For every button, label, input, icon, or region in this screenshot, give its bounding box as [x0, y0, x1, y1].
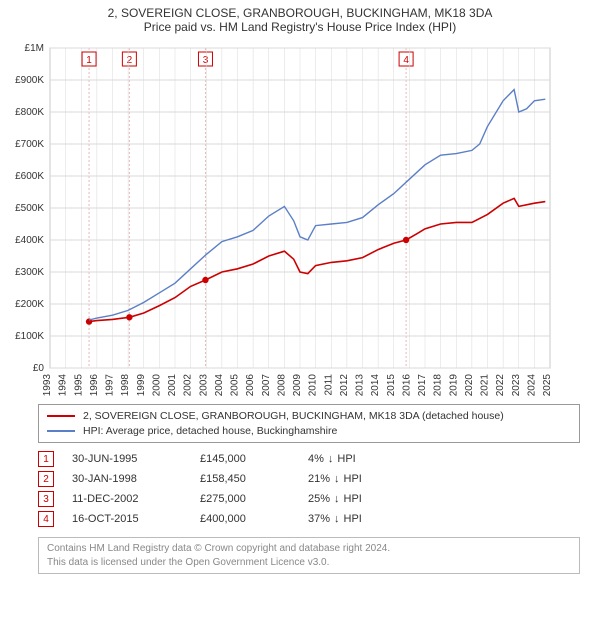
svg-text:1998: 1998 — [120, 374, 131, 397]
price-chart: 1 2 3 4 £0 £100K £200K £300K £400K £500K £600K £700… — [0, 38, 560, 398]
svg-text:2006: 2006 — [245, 374, 256, 397]
event-diff: 4% ↓HPI — [308, 453, 408, 465]
svg-text:2017: 2017 — [417, 374, 428, 397]
svg-text:£100K: £100K — [15, 331, 44, 342]
svg-text:£500K: £500K — [15, 203, 44, 214]
event-price: £145,000 — [200, 453, 290, 465]
svg-text:2014: 2014 — [370, 374, 381, 397]
event-marker-number: 3 — [38, 491, 54, 507]
event-diff: 25% ↓ HPI — [308, 493, 408, 505]
svg-text:1999: 1999 — [136, 374, 147, 397]
arrow-down-icon: ↓ — [334, 473, 340, 485]
svg-text:2001: 2001 — [167, 374, 178, 397]
event-diff-pct: 25% — [308, 493, 330, 505]
event-diff-suffix: HPI — [344, 513, 362, 525]
legend-swatch — [47, 415, 75, 417]
svg-text:£300K: £300K — [15, 267, 44, 278]
svg-text:£400K: £400K — [15, 235, 44, 246]
svg-text:3: 3 — [203, 55, 209, 66]
svg-text:4: 4 — [403, 55, 409, 66]
event-diff-pct: 21% — [308, 473, 330, 485]
svg-text:2009: 2009 — [292, 374, 303, 397]
event-row: 3 11-DEC-2002 £275,000 25% ↓ HPI — [38, 489, 580, 509]
svg-text:£600K: £600K — [15, 171, 44, 182]
event-row: 2 30-JAN-1998 £158,450 21% ↓ HPI — [38, 469, 580, 489]
legend: 2, SOVEREIGN CLOSE, GRANBOROUGH, BUCKING… — [38, 404, 580, 443]
attribution-footer: Contains HM Land Registry data © Crown c… — [38, 537, 580, 574]
event-diff-suffix: HPI — [344, 473, 362, 485]
event-row: 1 30-JUN-1995 £145,000 4% ↓HPI — [38, 449, 580, 469]
arrow-down-icon: ↓ — [334, 513, 340, 525]
svg-text:1993: 1993 — [42, 374, 53, 397]
svg-text:2019: 2019 — [448, 374, 459, 397]
legend-item: 2, SOVEREIGN CLOSE, GRANBOROUGH, BUCKING… — [47, 409, 571, 424]
svg-text:£0: £0 — [33, 363, 45, 374]
event-marker-number: 1 — [38, 451, 54, 467]
arrow-down-icon: ↓ — [328, 453, 334, 465]
svg-text:2000: 2000 — [151, 374, 162, 397]
event-price: £400,000 — [200, 513, 290, 525]
event-marker-number: 4 — [38, 511, 54, 527]
svg-text:2: 2 — [127, 55, 133, 66]
svg-text:2018: 2018 — [433, 374, 444, 397]
event-diff-suffix: HPI — [337, 453, 355, 465]
event-date: 11-DEC-2002 — [72, 493, 182, 505]
svg-text:£800K: £800K — [15, 107, 44, 118]
event-table: 130-JUN-1995£145,0004%↓HPI230-JAN-1998£1… — [38, 449, 580, 529]
svg-text:2025: 2025 — [542, 374, 553, 397]
event-diff-pct: 37% — [308, 513, 330, 525]
footer-line2: This data is licensed under the Open Gov… — [47, 556, 571, 570]
svg-text:1997: 1997 — [105, 374, 116, 397]
event-diff: 37% ↓ HPI — [308, 513, 408, 525]
chart-page: 2, SOVEREIGN CLOSE, GRANBOROUGH, BUCKING… — [0, 0, 600, 574]
svg-text:£900K: £900K — [15, 75, 44, 86]
event-marker-number: 2 — [38, 471, 54, 487]
event-diff: 21% ↓ HPI — [308, 473, 408, 485]
footer-line1: Contains HM Land Registry data © Crown c… — [47, 542, 571, 556]
svg-text:2004: 2004 — [214, 374, 225, 397]
svg-text:2021: 2021 — [480, 374, 491, 397]
svg-text:2013: 2013 — [355, 374, 366, 397]
svg-text:2008: 2008 — [276, 374, 287, 397]
svg-text:£200K: £200K — [15, 299, 44, 310]
svg-text:1994: 1994 — [58, 374, 69, 397]
arrow-down-icon: ↓ — [334, 493, 340, 505]
svg-text:2002: 2002 — [183, 374, 194, 397]
svg-text:1995: 1995 — [73, 374, 84, 397]
svg-text:2003: 2003 — [198, 374, 209, 397]
legend-label: 2, SOVEREIGN CLOSE, GRANBOROUGH, BUCKING… — [83, 409, 504, 424]
svg-text:2024: 2024 — [526, 374, 537, 397]
event-price: £158,450 — [200, 473, 290, 485]
svg-text:2022: 2022 — [495, 374, 506, 397]
svg-text:2020: 2020 — [464, 374, 475, 397]
event-price: £275,000 — [200, 493, 290, 505]
svg-text:2011: 2011 — [323, 374, 334, 396]
event-diff-suffix: HPI — [344, 493, 362, 505]
svg-text:2012: 2012 — [339, 374, 350, 397]
event-date: 30-JUN-1995 — [72, 453, 182, 465]
svg-text:2015: 2015 — [386, 374, 397, 397]
legend-label: HPI: Average price, detached house, Buck… — [83, 424, 337, 439]
svg-text:1: 1 — [86, 55, 92, 66]
event-row: 4 16-OCT-2015 £400,000 37% ↓ HPI — [38, 509, 580, 529]
event-date: 30-JAN-1998 — [72, 473, 182, 485]
svg-text:2023: 2023 — [511, 374, 522, 397]
svg-text:1996: 1996 — [89, 374, 100, 397]
svg-text:2005: 2005 — [230, 374, 241, 397]
legend-swatch — [47, 430, 75, 432]
svg-text:£1M: £1M — [25, 43, 44, 54]
event-diff-pct: 4% — [308, 453, 324, 465]
svg-text:2016: 2016 — [401, 374, 412, 397]
svg-text:£700K: £700K — [15, 139, 44, 150]
legend-item: HPI: Average price, detached house, Buck… — [47, 424, 571, 439]
event-date: 16-OCT-2015 — [72, 513, 182, 525]
svg-text:2007: 2007 — [261, 374, 272, 397]
title-line1: 2, SOVEREIGN CLOSE, GRANBOROUGH, BUCKING… — [0, 0, 600, 20]
title-line2: Price paid vs. HM Land Registry's House … — [0, 20, 600, 38]
svg-text:2010: 2010 — [308, 374, 319, 397]
